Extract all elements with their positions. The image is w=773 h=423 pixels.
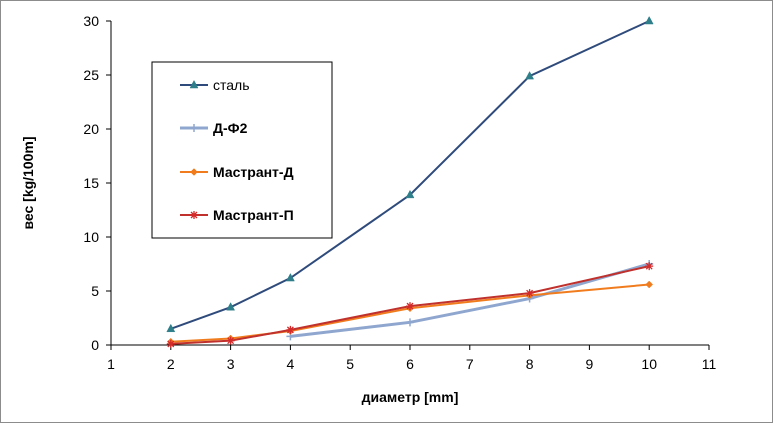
legend-swatch-marker bbox=[190, 211, 198, 219]
x-axis-title: диаметр [mm] bbox=[362, 389, 459, 405]
y-tick-label: 0 bbox=[91, 337, 99, 353]
x-tick-label: 8 bbox=[526, 356, 534, 372]
data-point bbox=[405, 189, 415, 199]
series-line bbox=[170, 20, 650, 330]
legend-label: Мастрант-П bbox=[213, 207, 294, 223]
data-point bbox=[525, 71, 535, 80]
data-point bbox=[645, 280, 654, 289]
legend-box bbox=[151, 61, 333, 239]
legend: сталь Д-Ф2 Мастрант-Д Мастрант-П bbox=[151, 61, 333, 239]
data-point bbox=[644, 15, 654, 25]
data-point bbox=[226, 302, 236, 311]
legend-label: Мастрант-Д bbox=[213, 164, 294, 180]
legend-item: Мастрант-П bbox=[180, 207, 294, 223]
data-point bbox=[406, 318, 414, 327]
axes bbox=[106, 20, 710, 350]
x-tick-label: 9 bbox=[586, 356, 594, 372]
legend-swatch-marker bbox=[190, 124, 198, 132]
data-point bbox=[406, 302, 414, 311]
x-tick-label: 2 bbox=[167, 356, 175, 372]
series-3 bbox=[166, 280, 654, 346]
legend-item: Мастрант-Д bbox=[180, 164, 294, 180]
y-tick-label: 15 bbox=[83, 175, 99, 191]
y-tick-labels: 0 5 10 15 20 25 30 bbox=[83, 13, 99, 353]
y-tick-label: 30 bbox=[83, 13, 99, 29]
x-tick-label: 10 bbox=[641, 356, 657, 372]
legend-item: Д-Ф2 bbox=[180, 120, 248, 136]
legend-label: Д-Ф2 bbox=[213, 120, 248, 136]
data-point bbox=[525, 289, 534, 298]
data-point bbox=[645, 262, 654, 271]
legend-swatch-marker bbox=[189, 79, 199, 89]
series-line bbox=[170, 265, 650, 345]
legend-item: сталь bbox=[180, 77, 250, 93]
y-tick-label: 20 bbox=[83, 121, 99, 137]
y-axis-title: вес [kg/100m] bbox=[20, 136, 36, 229]
x-tick-label: 1 bbox=[107, 356, 115, 372]
data-point bbox=[285, 273, 295, 282]
data-point bbox=[166, 323, 176, 333]
series-1 bbox=[166, 15, 654, 333]
x-tick-label: 7 bbox=[466, 356, 474, 372]
series-line bbox=[290, 262, 650, 338]
y-tick-label: 5 bbox=[91, 283, 99, 299]
x-tick-label: 5 bbox=[346, 356, 354, 372]
data-point bbox=[286, 325, 295, 334]
y-tick-label: 10 bbox=[83, 229, 99, 245]
x-tick-label: 3 bbox=[227, 356, 235, 372]
x-tick-label: 6 bbox=[406, 356, 414, 372]
x-tick-labels: 1 2 3 4 5 6 7 8 9 10 11 bbox=[107, 356, 716, 372]
legend-swatch-marker bbox=[190, 168, 198, 176]
x-tick-label: 4 bbox=[287, 356, 295, 372]
data-point bbox=[166, 339, 175, 348]
y-tick-label: 25 bbox=[83, 67, 99, 83]
x-tick-label: 11 bbox=[702, 356, 717, 372]
legend-label: сталь bbox=[213, 77, 250, 93]
series-group bbox=[166, 15, 654, 348]
series-4 bbox=[166, 262, 654, 348]
data-point bbox=[226, 336, 235, 345]
series-line bbox=[170, 283, 650, 343]
